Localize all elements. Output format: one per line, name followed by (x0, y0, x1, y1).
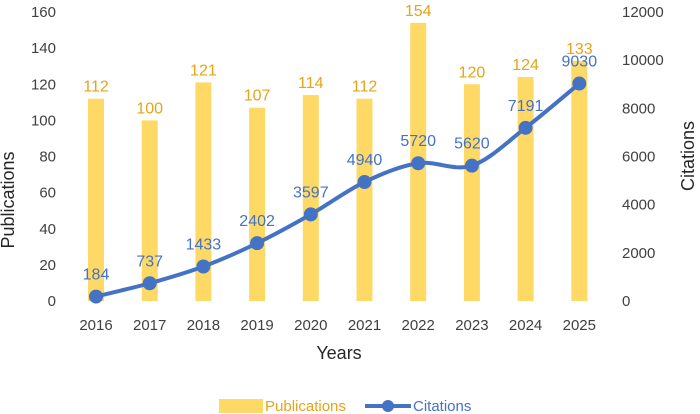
bar-2023 (463, 84, 480, 301)
bar-2020 (302, 95, 319, 302)
citations-label-2016: 184 (83, 267, 110, 284)
left-y-tick-20: 20 (39, 257, 56, 274)
right-y-tick-4000: 4000 (622, 197, 655, 214)
bar-label-2023: 120 (459, 64, 486, 81)
bar-2018 (195, 82, 212, 301)
legend-citations-label: Citations (413, 398, 471, 414)
legend-citations-marker (382, 400, 394, 412)
bar-label-2021: 112 (352, 79, 378, 96)
citations-point-2020 (303, 207, 318, 222)
citations-label-2017: 737 (136, 253, 163, 270)
x-tick-2017: 2017 (133, 317, 166, 334)
citations-point-2025 (572, 76, 587, 91)
bar-2019 (249, 107, 266, 301)
left-y-tick-60: 60 (39, 185, 56, 202)
citations-point-2024 (518, 120, 533, 135)
legend: Publications Citations (219, 398, 471, 414)
left-y-tick-80: 80 (39, 149, 56, 166)
right-y-tick-0: 0 (622, 293, 630, 310)
x-axis-ticks: 2016 2017 2018 2019 2020 2021 2022 2023 2024 2025 (79, 317, 596, 334)
legend-publications-label: Publications (265, 398, 346, 414)
citations-point-2018 (196, 259, 211, 274)
citations-point-2023 (464, 158, 479, 173)
left-y-tick-100: 100 (31, 112, 56, 129)
bar-label-2018: 121 (190, 62, 217, 79)
bar-label-2022: 154 (405, 3, 432, 20)
citations-label-2025: 9030 (562, 54, 598, 71)
x-tick-2020: 2020 (294, 317, 327, 334)
bar-label-2019: 107 (244, 88, 271, 105)
citations-line (95, 81, 581, 299)
right-y-tick-10000: 10000 (622, 52, 664, 69)
bar-label-2017: 100 (136, 100, 163, 117)
x-tick-2016: 2016 (79, 317, 112, 334)
bar-label-2024: 124 (512, 57, 539, 74)
citations-point-2022 (411, 156, 426, 171)
left-y-tick-140: 140 (31, 40, 56, 57)
legend-publications-swatch (219, 399, 263, 413)
left-y-tick-120: 120 (31, 76, 56, 93)
x-tick-2019: 2019 (240, 317, 273, 334)
right-y-tick-2000: 2000 (622, 245, 655, 262)
x-axis-title: Years (316, 343, 361, 363)
left-y-axis-title: Publications (0, 151, 18, 248)
right-y-tick-6000: 6000 (622, 149, 655, 166)
right-y-tick-12000: 12000 (622, 4, 664, 21)
citations-label-2018: 1433 (186, 236, 222, 253)
left-y-tick-0: 0 (48, 293, 56, 310)
citations-line-group (89, 76, 587, 304)
right-y-axis-ticks: 0 2000 4000 6000 8000 10000 12000 (622, 4, 664, 310)
bar-label-2025: 133 (566, 41, 593, 58)
left-y-tick-40: 40 (39, 221, 56, 238)
bar-labels-group: 112 100 121 107 114 112 154 120 124 133 (83, 3, 593, 118)
citations-label-2023: 5620 (454, 136, 490, 153)
citations-point-2021 (357, 175, 372, 190)
line-labels-group: 184 737 1433 2402 3597 4940 5720 5620 7191 9030 (83, 54, 598, 284)
x-tick-2018: 2018 (187, 317, 220, 334)
bar-2025 (571, 60, 588, 301)
bar-2017 (141, 120, 158, 301)
x-tick-2021: 2021 (348, 317, 381, 334)
bar-label-2020: 114 (298, 75, 324, 92)
x-tick-2022: 2022 (402, 317, 435, 334)
citations-label-2024: 7191 (508, 98, 544, 115)
citations-point-2019 (250, 236, 265, 251)
x-tick-2023: 2023 (455, 317, 488, 334)
bar-2016 (88, 98, 104, 301)
x-tick-2024: 2024 (509, 317, 542, 334)
left-y-tick-160: 160 (31, 4, 56, 21)
right-y-axis-title: Citations (678, 121, 698, 191)
bar-label-2016: 112 (83, 79, 109, 96)
right-y-tick-8000: 8000 (622, 100, 655, 117)
citations-label-2022: 5720 (400, 133, 436, 150)
citations-point-2016 (89, 289, 103, 304)
citations-label-2020: 3597 (293, 184, 329, 201)
left-y-axis-ticks: 0 20 40 60 80 100 120 140 160 (31, 4, 56, 310)
x-tick-2025: 2025 (563, 317, 596, 334)
citations-point-2017 (142, 276, 157, 291)
citations-label-2019: 2402 (239, 213, 275, 230)
citations-label-2021: 4940 (347, 152, 383, 169)
bar-2021 (356, 98, 373, 301)
